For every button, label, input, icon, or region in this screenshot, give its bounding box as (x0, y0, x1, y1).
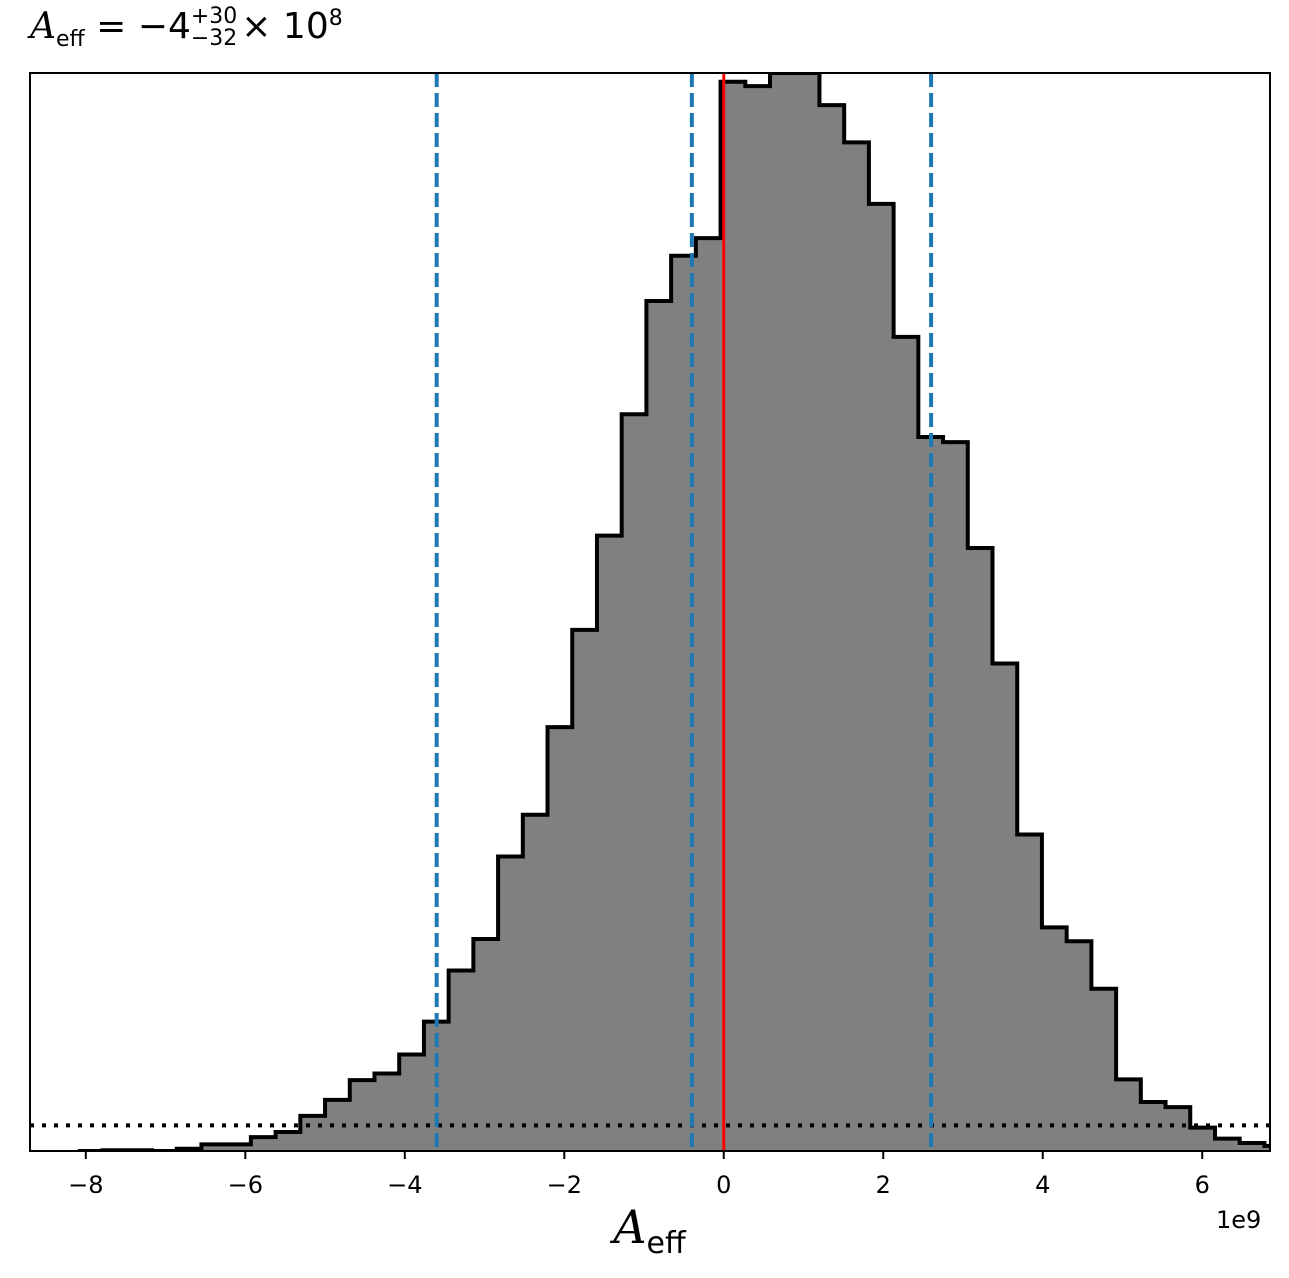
histogram-bar (1214, 1138, 1241, 1151)
title-equals: = (96, 6, 127, 47)
x-axis-label: Aeff (0, 1200, 1289, 1261)
x-tick-label: −6 (228, 1171, 263, 1199)
histogram-bar (547, 727, 573, 1151)
histogram-bar (893, 336, 919, 1151)
histogram-bar (770, 73, 796, 1151)
histogram-bar (275, 1131, 301, 1151)
x-tick-label: 0 (716, 1171, 731, 1199)
xlabel-sub: eff (646, 1226, 686, 1262)
histogram-bar (943, 442, 969, 1151)
chart-title: Aeff = −4 +30 −32 × 108 (30, 6, 343, 53)
title-scale: 10 (282, 6, 329, 47)
histogram-bar (868, 203, 895, 1151)
title-symbol-sub: eff (56, 27, 85, 53)
histogram-bar (498, 856, 524, 1151)
histogram-bar (349, 1080, 375, 1151)
title-upper: +30 (190, 4, 238, 29)
x-tick-label: 6 (1195, 1171, 1210, 1199)
x-tick-label: 2 (876, 1171, 891, 1199)
histogram-bar (1116, 1079, 1142, 1151)
histogram-bar (1264, 1145, 1270, 1151)
histogram-bar (967, 548, 993, 1151)
x-tick-label: −2 (547, 1171, 582, 1199)
histogram-bar (448, 970, 474, 1151)
histogram-bar (325, 1099, 351, 1151)
histogram-bar (1066, 941, 1092, 1151)
histogram-bar (745, 86, 771, 1151)
histogram-outline (77, 73, 1270, 1151)
title-value: −4 (137, 6, 191, 47)
histogram-bar (473, 939, 499, 1151)
histogram-bar (695, 238, 722, 1151)
histogram-bar (374, 1073, 400, 1151)
histogram-bar (621, 414, 647, 1151)
histogram-bar (844, 142, 870, 1151)
title-errors: +30 −32 (191, 6, 237, 50)
histogram-bar (1165, 1107, 1191, 1151)
x-tick-label: 4 (1035, 1171, 1050, 1199)
plot-frame (29, 72, 1271, 1152)
title-times: × (241, 6, 272, 47)
x-tick-label: −8 (68, 1171, 103, 1199)
title-lower: −32 (190, 26, 238, 51)
title-symbol: A (30, 6, 56, 47)
histogram-bar (992, 663, 1018, 1151)
histogram-bar (226, 1144, 252, 1151)
histogram-bar (1190, 1127, 1216, 1151)
histogram-bar (596, 535, 623, 1151)
histogram-bar (572, 629, 598, 1151)
histogram-bar (646, 301, 672, 1151)
histogram-bar (522, 814, 549, 1151)
x-tick-label: −4 (387, 1171, 422, 1199)
title-scale-exp: 8 (328, 6, 343, 31)
xlabel-symbol: A (613, 1200, 647, 1254)
histogram-bar (1017, 834, 1043, 1151)
histogram-bar (819, 105, 845, 1151)
histogram-bar (250, 1137, 277, 1151)
histogram-bar (794, 73, 820, 1151)
histogram-bar (300, 1115, 326, 1151)
histogram-bar (1140, 1102, 1167, 1151)
x-axis-offset-label: 1e9 (1216, 1206, 1262, 1234)
histogram-bar (201, 1144, 227, 1151)
histogram-bar (399, 1054, 425, 1151)
histogram-bar (1041, 927, 1068, 1151)
histogram-bar (1239, 1142, 1265, 1151)
